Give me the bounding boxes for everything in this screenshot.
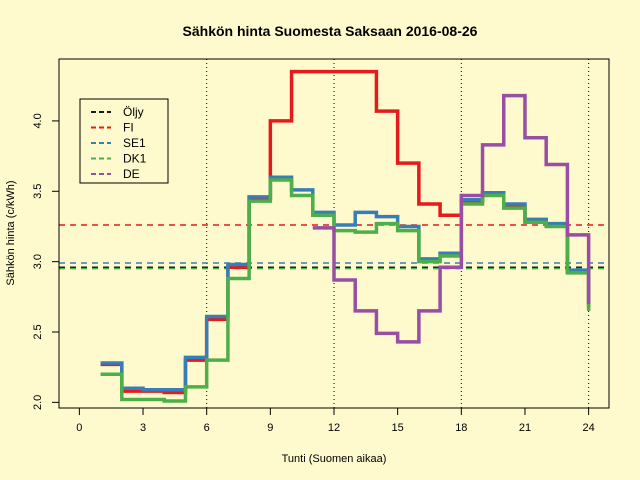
x-tick-label: 0 (76, 422, 82, 434)
x-tick-label: 12 (328, 422, 340, 434)
x-tick-label: 21 (519, 422, 531, 434)
legend-entry-0: Öljy (123, 105, 144, 119)
y-tick-label: 2.0 (32, 395, 44, 410)
x-tick-label: 18 (455, 422, 467, 434)
x-tick-label: 15 (392, 422, 404, 434)
y-axis-label: Sähkön hinta (c/kWh) (5, 180, 17, 285)
y-tick-label: 2.5 (32, 324, 44, 339)
chart-title: Sähkön hinta Suomesta Saksaan 2016-08-26 (183, 23, 478, 39)
y-axis: 2.0 2.5 3.0 3.5 4.0 (32, 113, 60, 410)
y-tick-label: 4.0 (32, 113, 44, 128)
y-tick-label: 3.5 (32, 184, 44, 199)
series-lines (100, 69, 591, 403)
x-tick-label: 24 (583, 422, 595, 434)
series-line-de (312, 93, 591, 344)
series-line-dk1 (100, 178, 591, 403)
legend-entry-1: FI (123, 121, 134, 135)
x-tick-label: 3 (140, 422, 146, 434)
y-tick-label: 3.0 (32, 254, 44, 269)
x-axis: 0 3 6 9 12 15 18 21 24 (76, 407, 595, 434)
x-axis-label: Tunti (Suomen aikaa) (282, 453, 387, 465)
x-tick-label: 9 (267, 422, 273, 434)
plot-area (58, 58, 610, 409)
legend-entry-4: DE (123, 167, 140, 181)
x-tick-label: 6 (204, 422, 210, 434)
legend-entry-2: SE1 (123, 136, 146, 150)
series-line-se1 (100, 175, 591, 392)
legend-entry-3: DK1 (123, 152, 147, 166)
